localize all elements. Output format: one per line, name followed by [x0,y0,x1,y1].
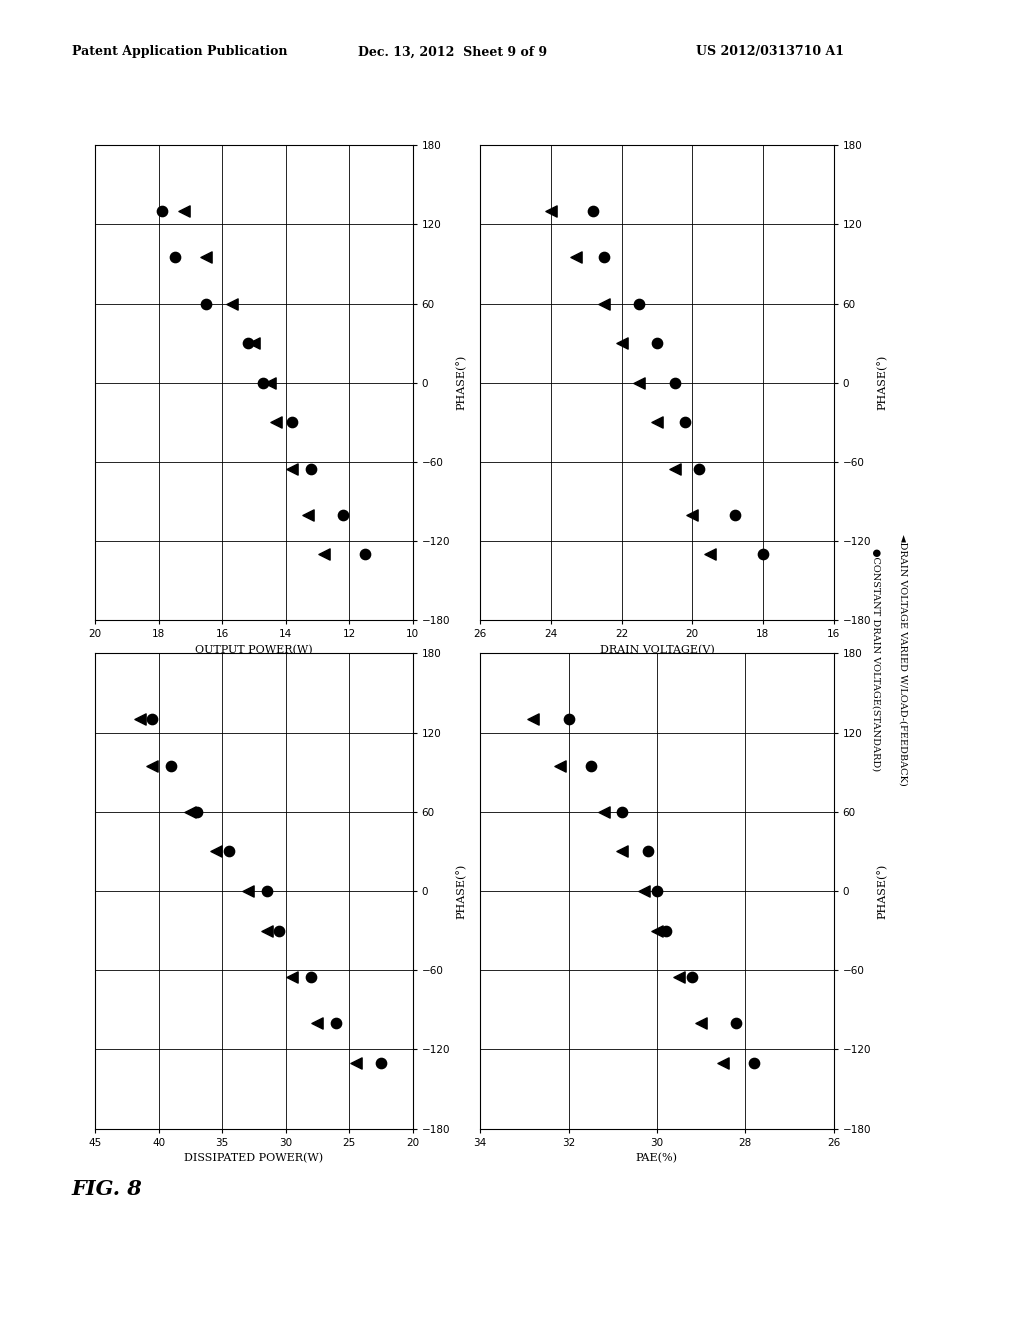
Point [163,755,179,776]
Point [649,880,666,902]
Text: US 2012/0313710 A1: US 2012/0313710 A1 [696,45,845,58]
Text: Dec. 13, 2012  Sheet 9 of 9: Dec. 13, 2012 Sheet 9 of 9 [358,45,548,58]
Point [691,458,708,479]
Point [613,801,630,822]
Y-axis label: PHASE(°): PHASE(°) [456,355,466,411]
Point [671,966,687,987]
Point [657,920,674,941]
Point [188,801,205,822]
Y-axis label: PHASE(°): PHASE(°) [877,355,887,411]
Point [649,920,666,941]
X-axis label: PAE(%): PAE(%) [636,1154,678,1163]
Point [649,412,666,433]
Point [560,709,577,730]
Point [208,841,224,862]
Point [182,801,199,822]
Point [271,920,288,941]
Point [567,247,584,268]
Point [649,333,666,354]
X-axis label: DRAIN VOLTAGE(V): DRAIN VOLTAGE(V) [599,645,715,655]
Point [176,201,193,222]
Point [356,544,373,565]
Point [543,201,559,222]
Point [255,372,271,393]
Point [199,247,215,268]
Point [258,920,274,941]
Point [585,201,601,222]
Point [199,293,215,314]
Point [240,333,256,354]
Point [613,333,630,354]
Point [144,755,161,776]
Point [726,504,742,525]
Point [596,293,612,314]
Point [701,544,718,565]
Y-axis label: PHASE(°): PHASE(°) [456,863,466,919]
Point [268,412,285,433]
Point [246,333,262,354]
Point [315,544,332,565]
Point [300,504,316,525]
Point [303,966,319,987]
Text: ◄DRAIN VOLTAGE VARIED W/LOAD-(FEEDBACK): ◄DRAIN VOLTAGE VARIED W/LOAD-(FEEDBACK) [899,535,907,785]
Point [525,709,542,730]
Point [258,880,274,902]
Point [309,1012,326,1034]
Point [636,880,652,902]
Point [303,458,319,479]
Point [166,247,182,268]
X-axis label: DISSIPATED POWER(W): DISSIPATED POWER(W) [184,1154,324,1163]
Point [613,841,630,862]
Y-axis label: PHASE(°): PHASE(°) [877,863,887,919]
Point [684,504,700,525]
Point [223,293,240,314]
Point [284,412,300,433]
Point [583,755,599,776]
Point [373,1052,389,1073]
Point [677,412,693,433]
Point [131,709,147,730]
Point [240,880,256,902]
Point [329,1012,345,1034]
Point [745,1052,762,1073]
X-axis label: OUTPUT POWER(W): OUTPUT POWER(W) [196,645,312,655]
Text: Patent Application Publication: Patent Application Publication [72,45,287,58]
Point [284,458,300,479]
Point [693,1012,710,1034]
Point [261,372,278,393]
Point [596,801,612,822]
Point [284,966,300,987]
Point [631,372,647,393]
Point [715,1052,731,1073]
Point [684,966,700,987]
Point [220,841,237,862]
Point [335,504,351,525]
Text: ●CONSTANT DRAIN VOLTAGE(STANDARD): ●CONSTANT DRAIN VOLTAGE(STANDARD) [871,548,880,772]
Text: FIG. 8: FIG. 8 [72,1179,142,1199]
Point [144,709,161,730]
Point [667,372,683,393]
Point [631,293,647,314]
Point [755,544,771,565]
Point [640,841,656,862]
Point [667,458,683,479]
Point [596,247,612,268]
Point [154,201,170,222]
Point [728,1012,744,1034]
Point [347,1052,364,1073]
Point [552,755,568,776]
